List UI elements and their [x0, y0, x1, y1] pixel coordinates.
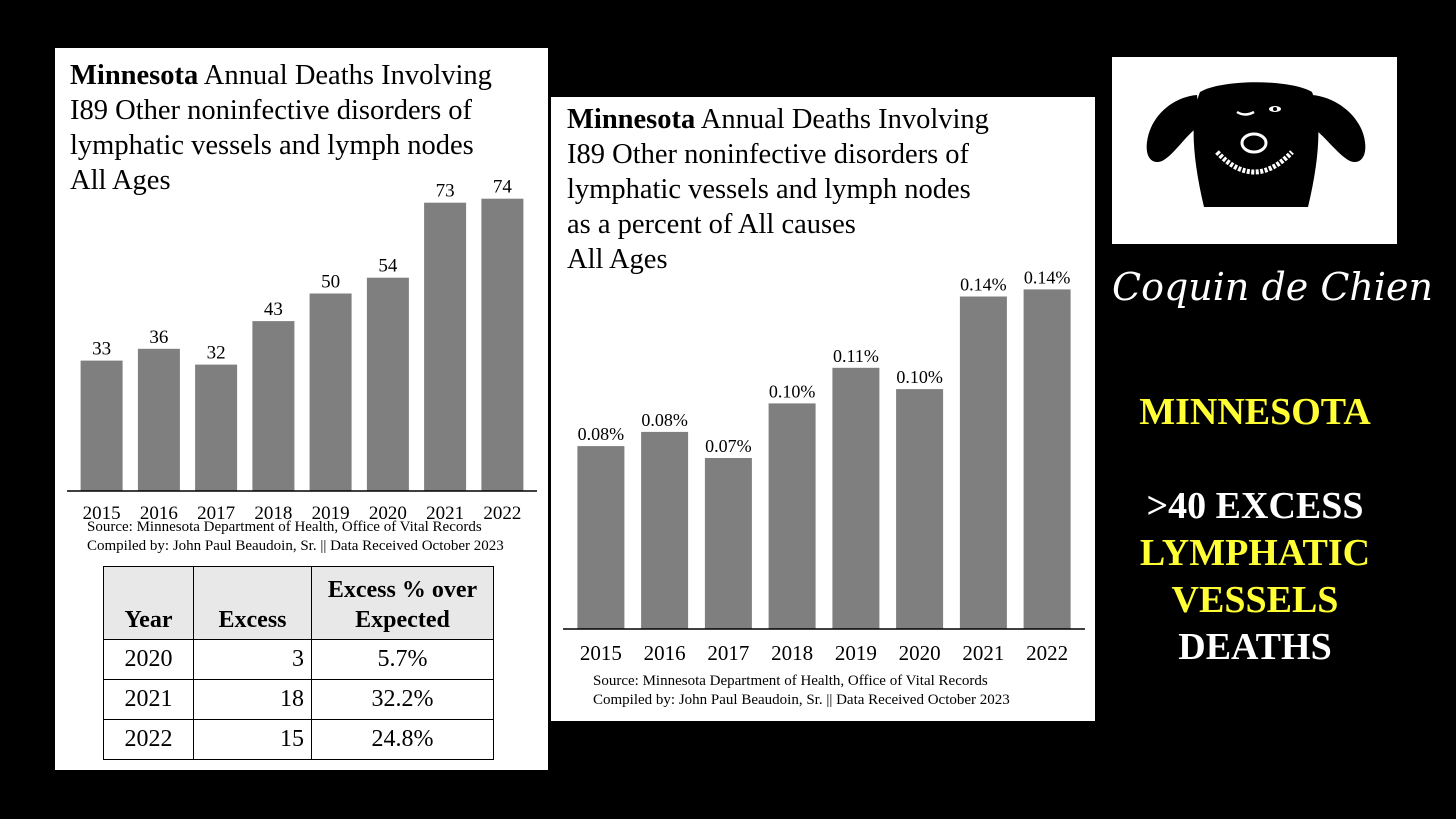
deaths-count-panel: Minnesota Annual Deaths Involving I89 Ot… [55, 48, 548, 770]
x-tick-label-2018: 2018 [771, 641, 813, 665]
data-label-2015: 33 [92, 339, 111, 360]
header-pct-line-2: Expected [355, 607, 450, 633]
cell-pct: 5.7% [311, 639, 494, 680]
data-label-2022: 74 [493, 177, 513, 198]
data-label-2018: 43 [264, 299, 283, 320]
title-line-5: All Ages [567, 244, 668, 275]
data-label-2017: 32 [207, 343, 226, 364]
table-row: 2021 18 32.2% [103, 679, 494, 720]
header-excess-pct: Excess % over Expected [311, 566, 494, 640]
title-line-2: I89 Other noninfective disorders of [70, 95, 473, 126]
x-tick-label-2017: 2017 [197, 503, 235, 524]
title-line-4: as a percent of All causes [567, 209, 856, 240]
headline-deaths: DEATHS [1178, 626, 1332, 668]
chart-title: Minnesota Annual Deaths Involving I89 Ot… [70, 58, 492, 198]
headline-vessels: VESSELS [1171, 579, 1339, 621]
x-tick-label-2016: 2016 [644, 641, 686, 665]
data-label-2022: 0.14% [1024, 267, 1071, 287]
x-tick-label-2022: 2022 [483, 503, 521, 524]
x-tick-label-2021: 2021 [962, 641, 1004, 665]
title-line-3: lymphatic vessels and lymph nodes [70, 130, 474, 161]
bar-2019 [832, 367, 880, 630]
title-state: Minnesota [70, 60, 199, 91]
bar-2020 [896, 389, 944, 629]
data-label-2021: 73 [436, 181, 455, 202]
cell-excess: 18 [193, 679, 312, 720]
bar-2017 [195, 364, 238, 491]
data-label-2016: 0.08% [641, 410, 688, 430]
x-tick-label-2020: 2020 [369, 503, 407, 524]
table-row: 2020 3 5.7% [103, 639, 494, 680]
headline-state: MINNESOTA [1139, 391, 1371, 433]
header-pct-line-1: Excess % over [327, 577, 478, 603]
data-label-2017: 0.07% [705, 436, 752, 456]
x-tick-label-2015: 2015 [83, 503, 121, 524]
title-text: Annual Deaths Involving [695, 104, 989, 135]
bar-2018 [768, 403, 816, 629]
cell-year: 2022 [103, 719, 194, 760]
chart-title: Minnesota Annual Deaths Involving I89 Ot… [567, 102, 989, 277]
headline-lymphatic: LYMPHATIC [1139, 532, 1371, 574]
bar-2021 [424, 202, 467, 491]
bar-2020 [366, 277, 409, 491]
data-label-2019: 0.11% [833, 346, 879, 366]
x-tick-label-2015: 2015 [580, 641, 622, 665]
deaths-percent-panel: Minnesota Annual Deaths Involving I89 Ot… [551, 97, 1095, 721]
x-tick-label-2016: 2016 [140, 503, 178, 524]
bar-2015 [80, 360, 123, 491]
title-line-4: All Ages [70, 165, 171, 196]
title-text: Annual Deaths Involving [198, 60, 492, 91]
data-label-2018: 0.10% [769, 381, 816, 401]
brand-name: Coquin de Chien [1112, 265, 1434, 309]
x-tick-label-2020: 2020 [899, 641, 941, 665]
source-line: Source: Minnesota Department of Health, … [593, 673, 988, 689]
data-label-2020: 0.10% [896, 367, 943, 387]
cell-excess: 15 [193, 719, 312, 760]
title-line-2: I89 Other noninfective disorders of [567, 139, 970, 170]
x-tick-label-2019: 2019 [312, 503, 350, 524]
cell-year: 2021 [103, 679, 194, 720]
bar-2022 [1023, 289, 1071, 629]
headline-excess: >40 EXCESS [1146, 485, 1364, 527]
x-tick-label-2019: 2019 [835, 641, 877, 665]
compiled-line: Compiled by: John Paul Beaudoin, Sr. || … [593, 692, 1010, 708]
bar-2018 [252, 321, 295, 491]
header-excess: Excess [193, 566, 312, 640]
header-year: Year [103, 566, 194, 640]
title-state: Minnesota [567, 104, 696, 135]
x-tick-label-2017: 2017 [707, 641, 749, 665]
deaths-bar-chart: 33 2015 36 2016 32 2017 43 2018 50 2019 54 2020 73 20… [67, 177, 537, 524]
x-tick-label-2021: 2021 [426, 503, 464, 524]
excess-table: Year Excess Excess % over Expected 2020 3… [103, 566, 494, 760]
source-note: Source: Minnesota Department of Health, … [593, 672, 1010, 710]
bar-2017 [704, 458, 752, 629]
data-label-2019: 50 [321, 272, 340, 293]
compiled-line: Compiled by: John Paul Beaudoin, Sr. || … [87, 538, 504, 554]
table-row: 2022 15 24.8% [103, 719, 494, 760]
cell-excess: 3 [193, 639, 312, 680]
source-note: Source: Minnesota Department of Health, … [87, 518, 504, 556]
logo-box [1112, 57, 1397, 244]
bar-2016 [137, 348, 180, 491]
data-label-2021: 0.14% [960, 275, 1007, 295]
cell-pct: 32.2% [311, 679, 494, 720]
data-label-2016: 36 [149, 327, 168, 348]
bar-2015 [577, 446, 625, 629]
data-label-2020: 54 [378, 256, 398, 277]
percent-bar-chart: 0.08% 2015 0.08% 2016 0.07% 2017 0.10% 2018 0.11… [563, 267, 1085, 665]
dog-face-icon [1146, 82, 1366, 207]
x-tick-label-2022: 2022 [1026, 641, 1068, 665]
cell-pct: 24.8% [311, 719, 494, 760]
title-line-3: lymphatic vessels and lymph nodes [567, 174, 971, 205]
data-label-2015: 0.08% [578, 424, 625, 444]
source-line: Source: Minnesota Department of Health, … [87, 519, 482, 535]
cell-year: 2020 [103, 639, 194, 680]
table-header-row: Year Excess Excess % over Expected [103, 566, 494, 640]
bar-2021 [959, 296, 1007, 629]
bar-2022 [481, 198, 524, 491]
bar-2016 [641, 431, 689, 629]
bar-2019 [309, 293, 352, 491]
x-tick-label-2018: 2018 [254, 503, 292, 524]
